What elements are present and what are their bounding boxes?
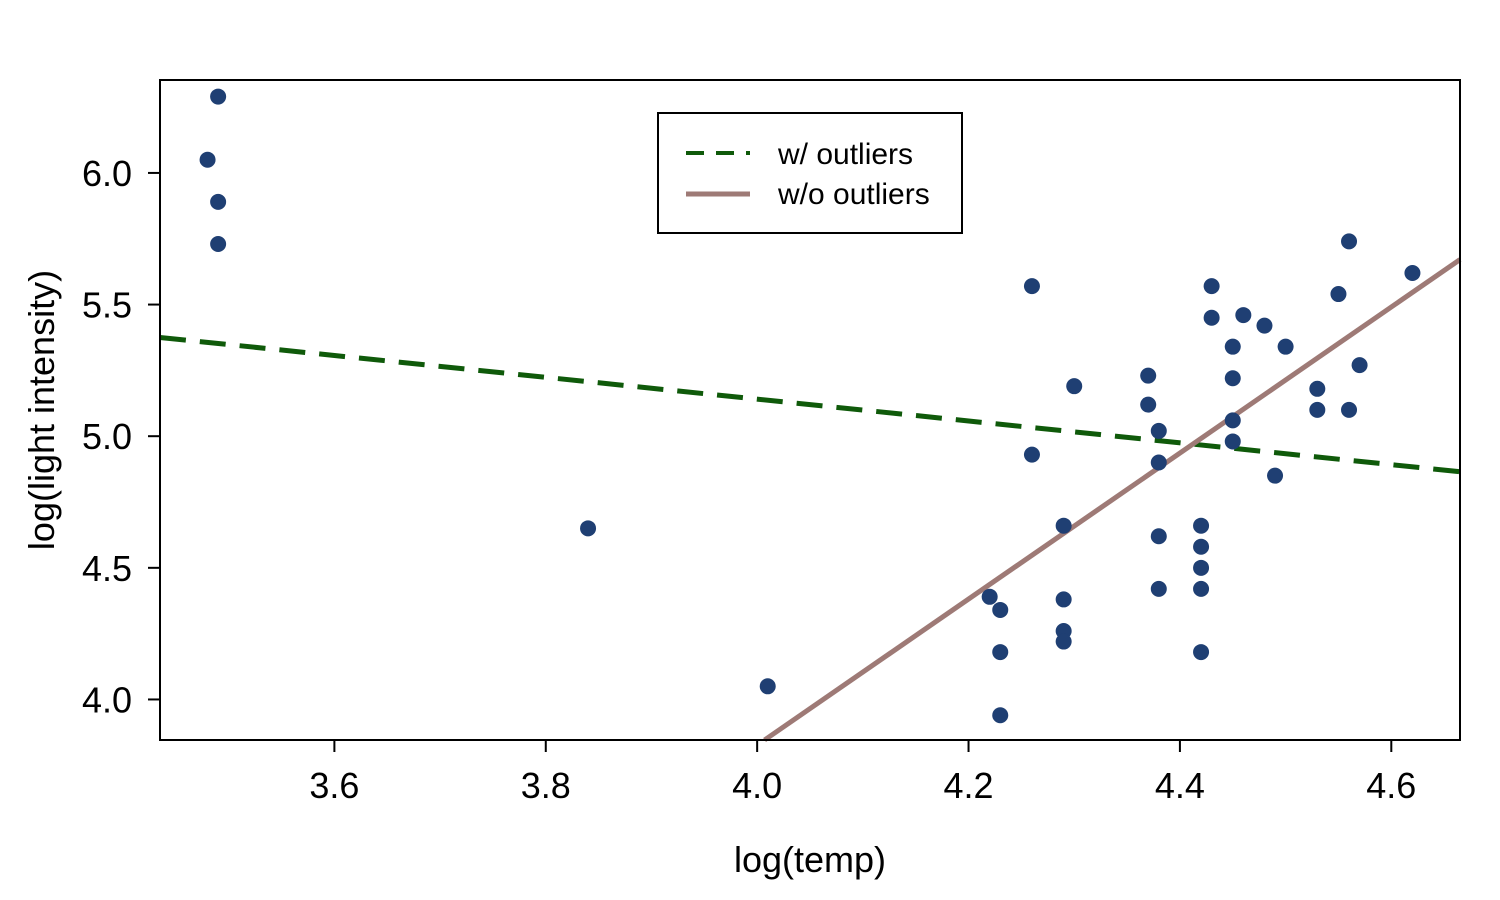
data-point <box>1224 433 1241 450</box>
data-point <box>1341 401 1358 418</box>
data-point <box>210 193 227 210</box>
legend-box <box>657 112 963 234</box>
data-point <box>1055 591 1072 608</box>
fit-line-wo-outliers <box>763 257 1462 743</box>
data-point <box>1150 422 1167 439</box>
y-axis: 4.0 4.5 5.0 5.5 6.0 <box>82 153 160 720</box>
data-point <box>1309 380 1326 397</box>
data-point <box>1150 528 1167 545</box>
data-points <box>199 88 1421 724</box>
data-point <box>1066 378 1083 395</box>
data-point <box>1341 233 1358 250</box>
data-point <box>1193 517 1210 534</box>
data-point <box>1193 538 1210 555</box>
data-point <box>1055 517 1072 534</box>
data-point <box>992 707 1009 724</box>
y-tick-label: 6.0 <box>82 153 132 194</box>
x-tick-label: 3.6 <box>309 765 359 806</box>
data-point <box>1309 401 1326 418</box>
x-tick-label: 4.6 <box>1366 765 1416 806</box>
data-point <box>1023 278 1040 295</box>
data-point <box>1404 264 1421 281</box>
y-tick-label: 5.5 <box>82 285 132 326</box>
data-point <box>1023 446 1040 463</box>
data-point <box>1267 467 1284 484</box>
data-point <box>1224 338 1241 355</box>
data-point <box>981 588 998 605</box>
data-point <box>1330 286 1347 303</box>
data-point <box>1150 580 1167 597</box>
data-point <box>1235 307 1252 324</box>
data-point <box>1203 278 1220 295</box>
plot-frame <box>159 79 1461 741</box>
data-point <box>210 88 227 105</box>
x-tick-label: 4.4 <box>1155 765 1205 806</box>
x-tick-label: 4.2 <box>944 765 994 806</box>
y-tick-label: 4.5 <box>82 548 132 589</box>
data-point <box>759 678 776 695</box>
x-axis: 3.6 3.8 4.0 4.2 4.4 4.6 <box>309 740 1416 806</box>
data-point <box>199 151 216 168</box>
x-axis-title: log(temp) <box>734 839 886 880</box>
data-point <box>1256 317 1273 334</box>
legend-label-wo-outliers: w/o outliers <box>777 178 930 211</box>
fit-line-w-outliers <box>159 334 1461 475</box>
data-point <box>210 236 227 253</box>
data-point <box>992 601 1009 618</box>
data-point <box>1193 580 1210 597</box>
data-point <box>1193 559 1210 576</box>
y-axis-title: log(light intensity) <box>21 270 62 550</box>
data-point <box>1140 367 1157 384</box>
y-tick-label: 5.0 <box>82 416 132 457</box>
data-point <box>1203 309 1220 326</box>
data-point <box>1224 412 1241 429</box>
data-point <box>1351 357 1368 374</box>
data-point <box>992 644 1009 661</box>
data-point <box>580 520 597 537</box>
x-tick-label: 3.8 <box>521 765 571 806</box>
legend-label-w-outliers: w/ outliers <box>777 138 913 171</box>
data-point <box>1150 454 1167 471</box>
legend: w/ outliers w/o outliers <box>657 112 963 234</box>
fit-lines <box>159 257 1462 743</box>
data-point <box>1193 644 1210 661</box>
data-point <box>1224 370 1241 387</box>
data-point <box>1140 396 1157 413</box>
data-point <box>1055 633 1072 650</box>
y-tick-label: 4.0 <box>82 679 132 720</box>
data-point <box>1277 338 1294 355</box>
x-tick-label: 4.0 <box>732 765 782 806</box>
